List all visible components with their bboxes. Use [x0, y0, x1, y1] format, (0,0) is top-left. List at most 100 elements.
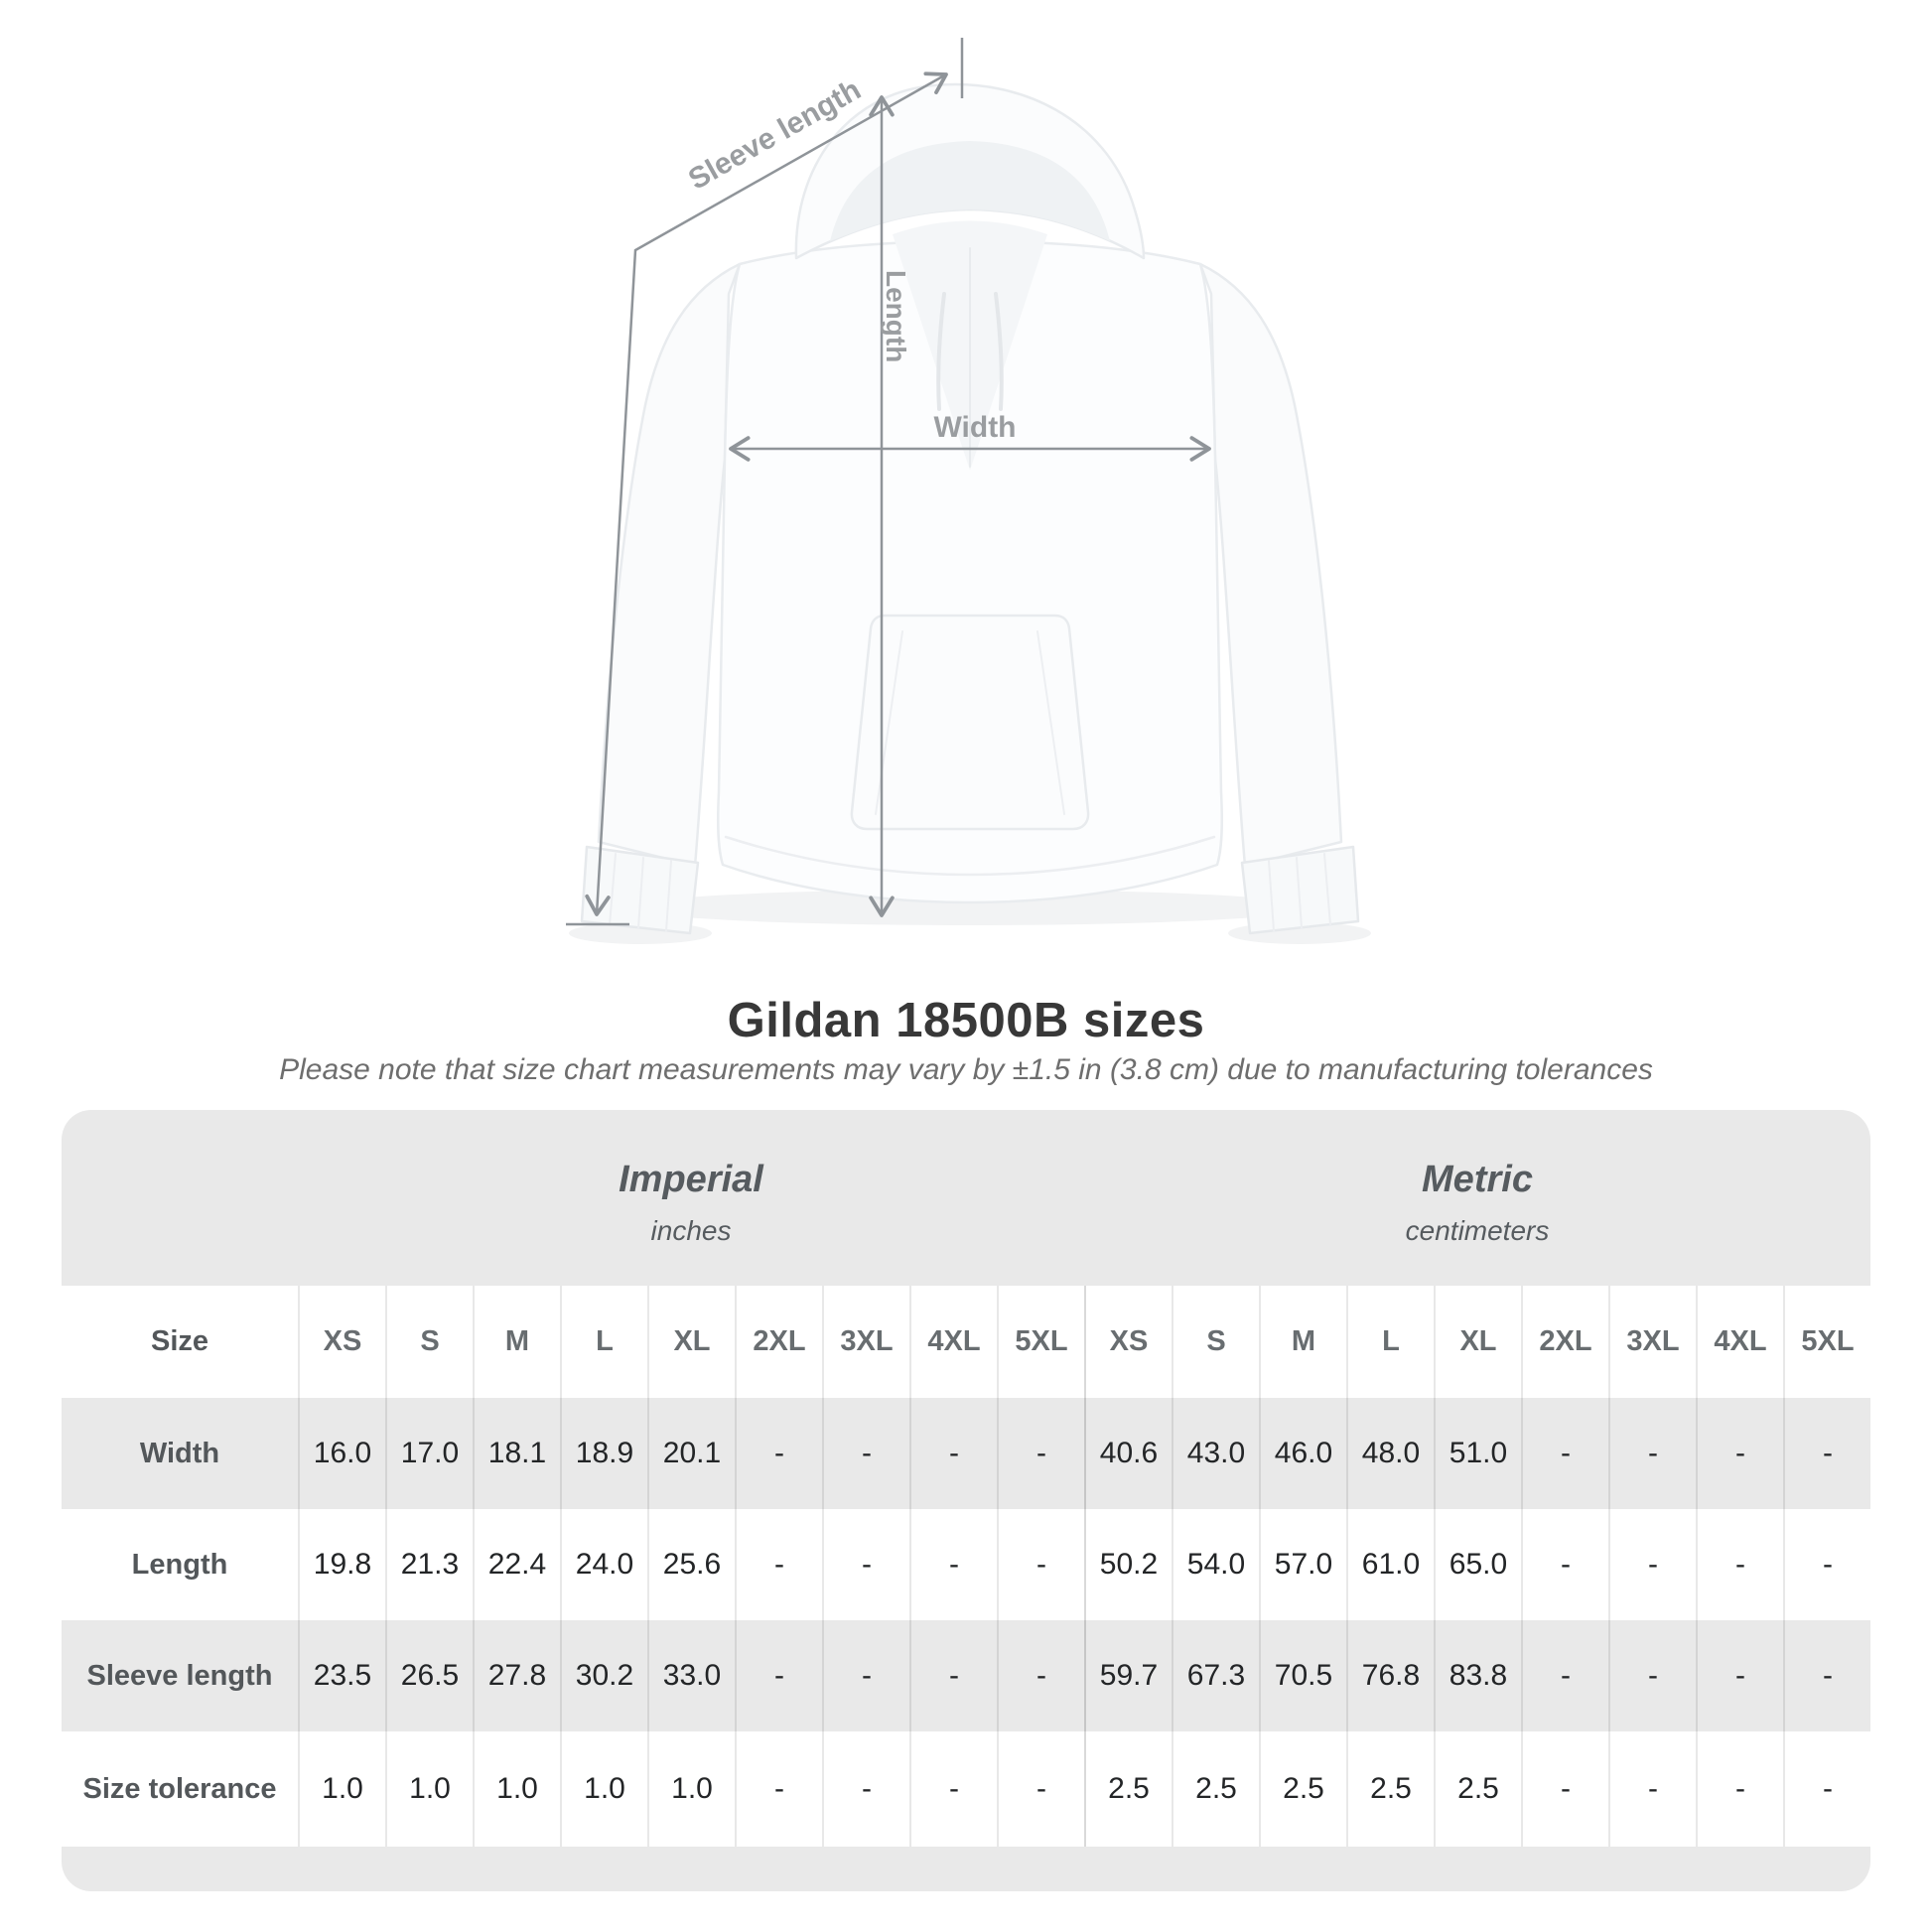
value-cell: - — [1696, 1509, 1783, 1620]
value-cell: 48.0 — [1346, 1398, 1434, 1509]
corner-cell: Size — [62, 1286, 298, 1398]
unit-group-name: Imperial — [619, 1159, 763, 1200]
value-cell: - — [1521, 1620, 1608, 1731]
value-cell: - — [735, 1620, 822, 1731]
column-header-cell: M — [473, 1286, 560, 1398]
value-cell: 18.1 — [473, 1398, 560, 1509]
width-label: Width — [933, 411, 1016, 444]
value-cell: 17.0 — [385, 1398, 473, 1509]
unit-group-unit: centimeters — [1405, 1215, 1550, 1246]
value-cell: 61.0 — [1346, 1509, 1434, 1620]
value-cell: - — [822, 1398, 909, 1509]
column-header-cell: 2XL — [1521, 1286, 1608, 1398]
unit-group-unit: inches — [650, 1215, 732, 1246]
column-header-cell: XS — [298, 1286, 385, 1398]
value-cell: - — [1696, 1398, 1783, 1509]
value-cell: 57.0 — [1259, 1509, 1346, 1620]
sleeve-length-dimension-line — [585, 71, 948, 916]
column-header-cell: 4XL — [1696, 1286, 1783, 1398]
value-cell: - — [997, 1620, 1084, 1731]
value-cell: - — [1608, 1620, 1696, 1731]
value-cell: 25.6 — [647, 1509, 735, 1620]
value-cell: - — [909, 1731, 997, 1847]
corner-spacer — [62, 1110, 298, 1286]
value-cell: 33.0 — [647, 1620, 735, 1731]
value-cell: 1.0 — [473, 1731, 560, 1847]
column-header-cell: M — [1259, 1286, 1346, 1398]
size-chart-card: Imperial inches Metric centimeters Size XS S M L… — [62, 1110, 1870, 1891]
value-cell: - — [822, 1509, 909, 1620]
value-cell: 83.8 — [1434, 1620, 1521, 1731]
column-header-cell: L — [560, 1286, 647, 1398]
value-cell: - — [1783, 1620, 1870, 1731]
value-cell: 21.3 — [385, 1509, 473, 1620]
value-cell: - — [735, 1731, 822, 1847]
hoodie-diagram: Sleeve length Length Width — [566, 38, 1371, 944]
value-cell: 51.0 — [1434, 1398, 1521, 1509]
right-cuff-ribs — [1268, 853, 1331, 932]
value-cell: 76.8 — [1346, 1620, 1434, 1731]
value-cell: 30.2 — [560, 1620, 647, 1731]
value-cell: 18.9 — [560, 1398, 647, 1509]
value-cell: 46.0 — [1259, 1398, 1346, 1509]
value-cell: - — [822, 1620, 909, 1731]
row-label-cell: Width — [139, 1437, 220, 1469]
value-cell: - — [1521, 1731, 1608, 1847]
hoodie-garment — [569, 82, 1371, 944]
value-cell: 1.0 — [385, 1731, 473, 1847]
unit-group-metric: Metric centimeters — [1084, 1110, 1870, 1286]
value-cell: - — [909, 1398, 997, 1509]
value-cell: 24.0 — [560, 1509, 647, 1620]
value-cell: - — [1783, 1398, 1870, 1509]
value-cell: 2.5 — [1259, 1731, 1346, 1847]
value-cell: - — [997, 1731, 1084, 1847]
value-cell: - — [997, 1398, 1084, 1509]
value-cell: - — [1521, 1398, 1608, 1509]
value-cell: 16.0 — [298, 1398, 385, 1509]
row-label-cell: Length — [62, 1509, 298, 1620]
page-title: Gildan 18500B sizes — [727, 994, 1205, 1047]
value-cell: 59.7 — [1084, 1620, 1172, 1731]
tolerance-note: Please note that size chart measurements… — [279, 1053, 1653, 1086]
value-cell: - — [1783, 1731, 1870, 1847]
unit-group-imperial: Imperial inches — [298, 1110, 1084, 1286]
value-cell: - — [1696, 1731, 1783, 1847]
right-sleeve — [1198, 262, 1343, 868]
value-cell: 65.0 — [1434, 1509, 1521, 1620]
value-cell: 26.5 — [385, 1620, 473, 1731]
length-label: Length — [881, 270, 911, 362]
value-cell: 20.1 — [647, 1398, 735, 1509]
value-cell: 23.5 — [298, 1620, 385, 1731]
value-cell: - — [735, 1398, 822, 1509]
value-cell: 2.5 — [1084, 1731, 1172, 1847]
value-cell: 43.0 — [1172, 1398, 1259, 1509]
value-cell: 54.0 — [1172, 1509, 1259, 1620]
size-table: Imperial inches Metric centimeters Size XS S M L… — [62, 1110, 1870, 1891]
column-header-cell: S — [385, 1286, 473, 1398]
column-header-cell: 5XL — [1783, 1286, 1870, 1398]
value-cell: - — [1608, 1398, 1696, 1509]
value-cell: - — [735, 1509, 822, 1620]
column-header-cell: XL — [1434, 1286, 1521, 1398]
row-label-cell: Sleeve length — [86, 1659, 273, 1692]
column-header-cell: 3XL — [1608, 1286, 1696, 1398]
column-header-cell: S — [1172, 1286, 1259, 1398]
value-cell: 67.3 — [1172, 1620, 1259, 1731]
value-cell: - — [1608, 1509, 1696, 1620]
column-header-cell: XS — [1084, 1286, 1172, 1398]
value-cell: 1.0 — [647, 1731, 735, 1847]
value-cell: - — [1521, 1509, 1608, 1620]
column-header-cell: 3XL — [822, 1286, 909, 1398]
value-cell: - — [1783, 1509, 1870, 1620]
value-cell: 40.6 — [1084, 1398, 1172, 1509]
value-cell: 27.8 — [473, 1620, 560, 1731]
value-cell: 50.2 — [1084, 1509, 1172, 1620]
measurement-annotations — [566, 38, 1211, 926]
value-cell: - — [1696, 1620, 1783, 1731]
value-cell: - — [909, 1620, 997, 1731]
column-header-cell: 2XL — [735, 1286, 822, 1398]
value-cell: 19.8 — [298, 1509, 385, 1620]
column-header-cell: L — [1346, 1286, 1434, 1398]
column-header-cell: 4XL — [909, 1286, 997, 1398]
